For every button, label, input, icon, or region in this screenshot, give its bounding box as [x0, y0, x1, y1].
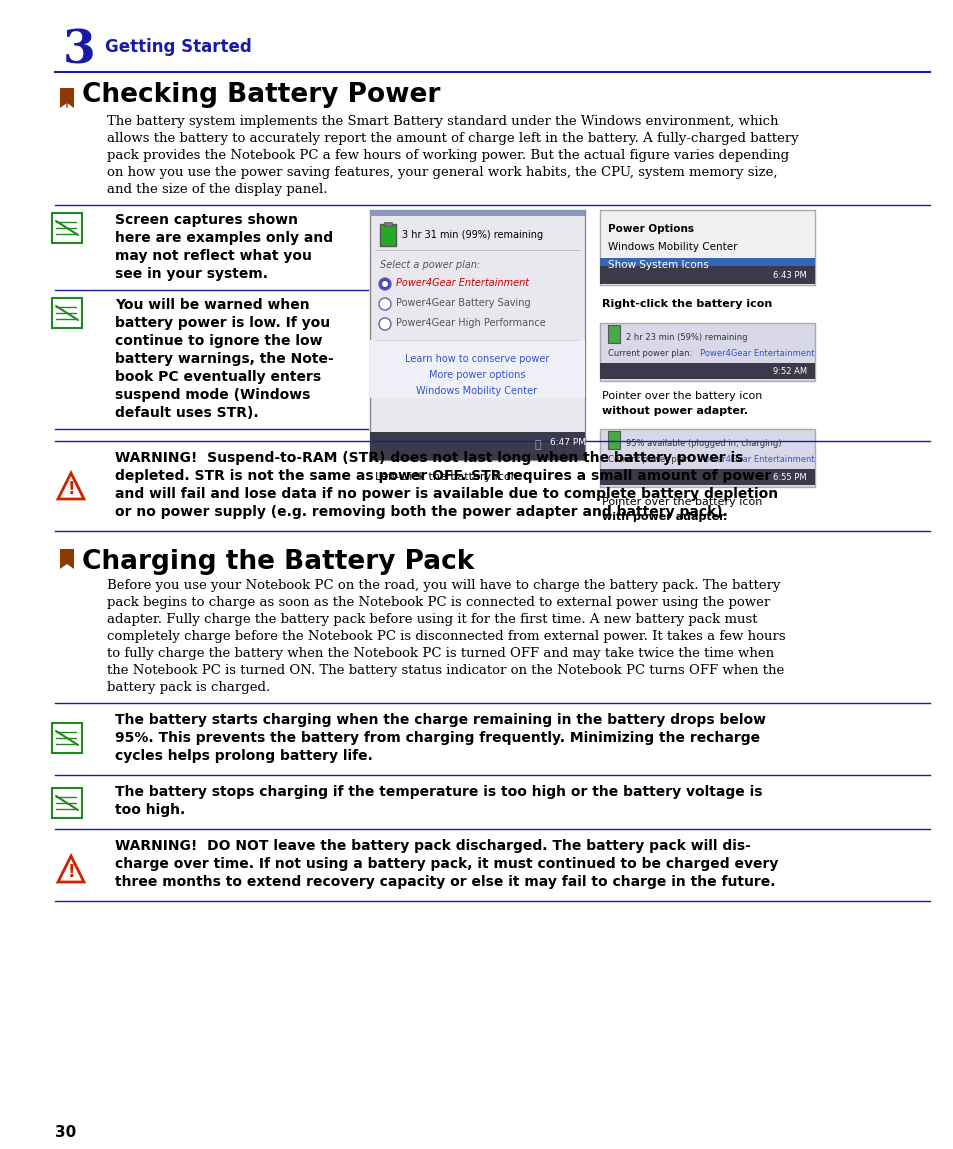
Text: !: ! [67, 863, 74, 881]
Text: 3: 3 [63, 28, 95, 74]
Text: ⬛: ⬛ [535, 440, 541, 450]
Text: You will be warned when: You will be warned when [115, 298, 310, 313]
Bar [52, 213, 82, 242]
Text: Select a power plan:: Select a power plan: [379, 260, 479, 270]
Text: Checking Battery Power: Checking Battery Power [82, 82, 440, 108]
Text: Power4Gear Battery Saving: Power4Gear Battery Saving [395, 298, 530, 308]
Text: default uses STR).: default uses STR). [115, 406, 258, 421]
Text: 3 hr 31 min (99%) remaining: 3 hr 31 min (99%) remaining [401, 230, 542, 240]
Bar [599, 259, 814, 273]
Text: 6:47 PM: 6:47 PM [550, 438, 585, 447]
Text: 95% available (plugged in, charging): 95% available (plugged in, charging) [625, 439, 781, 448]
Circle shape [378, 318, 391, 330]
Text: Learn how to conserve power: Learn how to conserve power [404, 354, 549, 364]
Text: pack begins to charge as soon as the Notebook PC is connected to external power : pack begins to charge as soon as the Not… [107, 596, 769, 609]
Text: Current power plan:: Current power plan: [607, 455, 692, 464]
Text: 2 hr 23 min (59%) remaining: 2 hr 23 min (59%) remaining [625, 333, 747, 342]
Text: battery warnings, the Note-: battery warnings, the Note- [115, 352, 334, 367]
Bar [599, 363, 814, 379]
Text: with power adapter.: with power adapter. [601, 512, 726, 522]
Bar [370, 432, 584, 460]
Text: adapter. Fully charge the battery pack before using it for the first time. A new: adapter. Fully charge the battery pack b… [107, 614, 757, 626]
Text: Before you use your Notebook PC on the road, you will have to charge the battery: Before you use your Notebook PC on the r… [107, 579, 780, 592]
Bar [370, 210, 584, 216]
Bar [370, 340, 584, 398]
Circle shape [381, 282, 388, 287]
Bar [607, 325, 619, 344]
Text: Current power plan:: Current power plan: [607, 349, 692, 358]
Text: Power4Gear Entertainment: Power4Gear Entertainment [700, 349, 814, 358]
Bar [599, 323, 814, 381]
Text: 30: 30 [55, 1125, 76, 1140]
Text: !: ! [67, 480, 74, 498]
Text: continue to ignore the low: continue to ignore the low [115, 334, 322, 348]
Text: allows the battery to accurately report the amount of charge left in the battery: allows the battery to accurately report … [107, 132, 798, 145]
Text: cycles helps prolong battery life.: cycles helps prolong battery life. [115, 749, 373, 763]
Text: Getting Started: Getting Started [105, 38, 252, 56]
Polygon shape [58, 856, 84, 882]
Bar [370, 210, 584, 460]
Bar [52, 788, 82, 818]
Text: depleted. STR is not the same as power OFF. STR requires a small amount of power: depleted. STR is not the same as power O… [115, 469, 770, 483]
Text: Charging the Battery Pack: Charging the Battery Pack [82, 549, 474, 574]
Text: 6:55 PM: 6:55 PM [773, 473, 806, 481]
Text: and the size of the display panel.: and the size of the display panel. [107, 183, 327, 196]
Bar [379, 224, 395, 246]
Polygon shape [60, 88, 74, 108]
Text: Windows Mobility Center: Windows Mobility Center [607, 242, 737, 252]
Bar [52, 298, 82, 327]
Bar [599, 267, 814, 284]
Bar [599, 429, 814, 487]
Text: and will fail and lose data if no power is available due to complete battery dep: and will fail and lose data if no power … [115, 487, 778, 501]
Text: without power adapter.: without power adapter. [601, 406, 747, 416]
Text: Power4Gear Entertainment: Power4Gear Entertainment [395, 278, 529, 288]
Text: Pointer over the battery icon: Pointer over the battery icon [601, 391, 761, 401]
Text: charge over time. If not using a battery pack, it must continued to be charged e: charge over time. If not using a battery… [115, 857, 778, 871]
Text: here are examples only and: here are examples only and [115, 231, 333, 245]
Text: Windows Mobility Center: Windows Mobility Center [416, 386, 537, 396]
Text: see in your system.: see in your system. [115, 267, 268, 282]
Text: battery pack is charged.: battery pack is charged. [107, 681, 270, 694]
Text: More power options: More power options [428, 370, 525, 380]
Text: or no power supply (e.g. removing both the power adapter and battery pack).: or no power supply (e.g. removing both t… [115, 506, 727, 519]
Text: on how you use the power saving features, your general work habits, the CPU, sys: on how you use the power saving features… [107, 165, 777, 179]
Text: Power4Gear Entertainment: Power4Gear Entertainment [700, 455, 814, 464]
Text: to fully charge the battery when the Notebook PC is turned OFF and may take twic: to fully charge the battery when the Not… [107, 647, 773, 660]
Text: Screen captures shown: Screen captures shown [115, 213, 297, 228]
Bar [599, 469, 814, 485]
Text: completely charge before the Notebook PC is disconnected from external power. It: completely charge before the Notebook PC… [107, 630, 785, 643]
Text: three months to extend recovery capacity or else it may fail to charge in the fu: three months to extend recovery capacity… [115, 876, 775, 889]
Text: Pointer over the battery icon: Pointer over the battery icon [601, 498, 761, 507]
Bar [607, 431, 619, 449]
Text: 95%. This prevents the battery from charging frequently. Minimizing the recharge: 95%. This prevents the battery from char… [115, 731, 760, 745]
Text: suspend mode (Windows: suspend mode (Windows [115, 388, 310, 402]
Text: too high.: too high. [115, 803, 185, 817]
Text: Power Options: Power Options [607, 224, 693, 234]
Circle shape [378, 278, 391, 290]
Text: Right-click the battery icon: Right-click the battery icon [601, 299, 771, 309]
Text: WARNING!  DO NOT leave the battery pack discharged. The battery pack will dis-: WARNING! DO NOT leave the battery pack d… [115, 839, 750, 853]
Text: 9:52 AM: 9:52 AM [772, 367, 806, 376]
Text: WARNING!  Suspend-to-RAM (STR) does not last long when the battery power is: WARNING! Suspend-to-RAM (STR) does not l… [115, 452, 742, 465]
Text: may not reflect what you: may not reflect what you [115, 249, 312, 263]
Circle shape [378, 298, 391, 310]
Polygon shape [60, 549, 74, 569]
Polygon shape [58, 473, 84, 499]
Bar [52, 723, 82, 753]
Text: 6:43 PM: 6:43 PM [773, 271, 806, 280]
Bar [384, 222, 392, 226]
Text: battery power is low. If you: battery power is low. If you [115, 316, 330, 330]
Text: Left-click the battery icon: Left-click the battery icon [375, 472, 517, 481]
Text: The battery system implements the Smart Battery standard under the Windows envir: The battery system implements the Smart … [107, 115, 778, 128]
Text: The battery stops charging if the temperature is too high or the battery voltage: The battery stops charging if the temper… [115, 785, 761, 799]
Text: pack provides the Notebook PC a few hours of working power. But the actual figur: pack provides the Notebook PC a few hour… [107, 149, 788, 162]
Text: book PC eventually enters: book PC eventually enters [115, 370, 321, 384]
Text: Show System Icons: Show System Icons [607, 260, 708, 270]
Text: Power4Gear High Performance: Power4Gear High Performance [395, 318, 545, 327]
Text: the Notebook PC is turned ON. The battery status indicator on the Notebook PC tu: the Notebook PC is turned ON. The batter… [107, 664, 783, 677]
Text: The battery starts charging when the charge remaining in the battery drops below: The battery starts charging when the cha… [115, 714, 765, 727]
Bar [599, 210, 814, 285]
